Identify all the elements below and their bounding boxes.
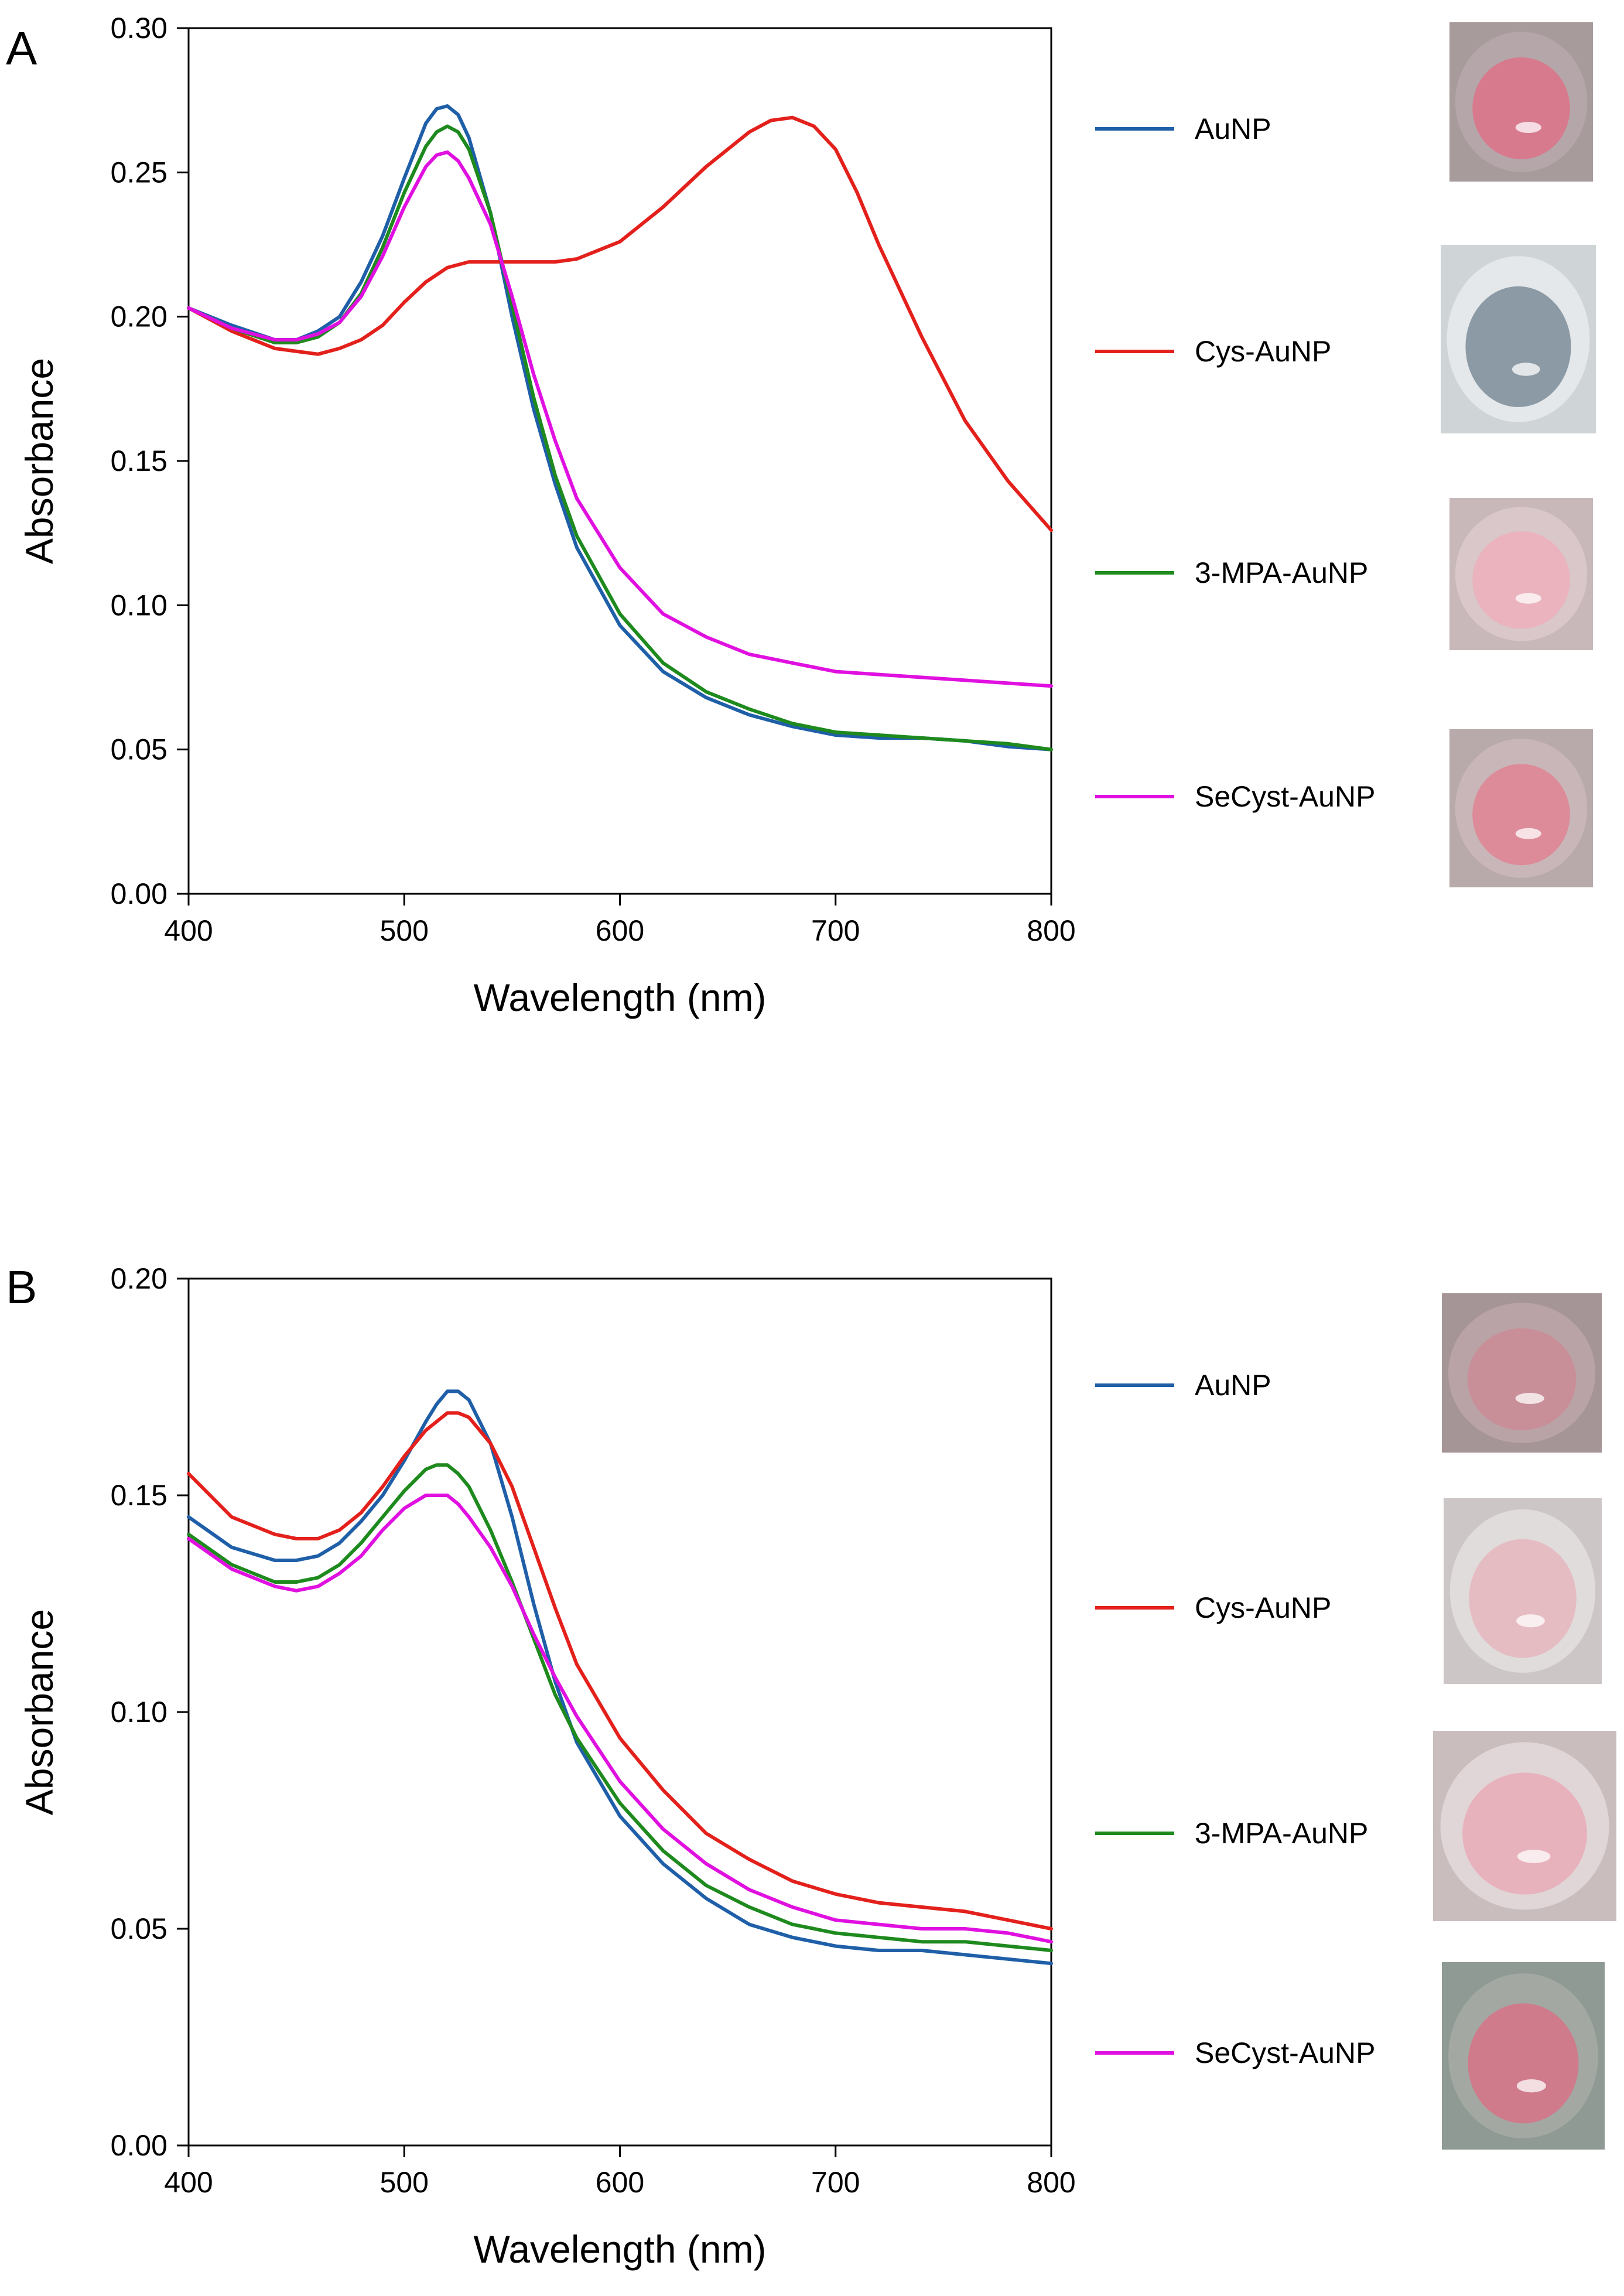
cuvette-liquid-b-3	[1468, 2003, 1579, 2124]
x-tick-label-a-800: 800	[1027, 914, 1075, 947]
series-line-a-3-mpa-aunp	[187, 124, 1053, 751]
y-axis-label-a: Absorbance	[18, 358, 61, 564]
legend-label-b-secyst-aunp: SeCyst-AuNP	[1195, 2037, 1375, 2069]
series-line-a-secyst-aunp	[187, 150, 1053, 688]
legend-item-b-cys-aunp: Cys-AuNP	[1095, 1591, 1331, 1624]
cuvette-liquid-b-2	[1462, 1772, 1587, 1895]
cuvette-photo-b-cys-aunp	[1444, 1498, 1602, 1684]
y-tick-label-b-2: 0.10	[111, 1696, 167, 1728]
x-tick-label-a-500: 500	[380, 914, 429, 947]
y-tick-label-a-0: 0.00	[111, 877, 167, 910]
cuvette-liquid-b-1	[1469, 1539, 1577, 1658]
y-tick-label-b-1: 0.05	[111, 1912, 167, 1945]
cuvette-photo-a-3-mpa-aunp	[1449, 498, 1593, 650]
cuvette-photo-b-3-mpa-aunp	[1433, 1731, 1616, 1921]
cuvette-highlight-a-1	[1512, 363, 1540, 376]
plot-a: 400 500 600 700 800 0.00 0.05 0.10 0.15 0.20 0.25 0…	[18, 12, 1076, 1019]
y-axis-label-b: Absorbance	[18, 1609, 61, 1815]
panel-label-b: B	[6, 1261, 37, 1313]
y-tick-label-a-4: 0.20	[111, 300, 167, 333]
cuvette-photo-a-cys-aunp	[1441, 245, 1596, 433]
panel-label-a: A	[6, 22, 37, 74]
y-tick-label-b-3: 0.15	[111, 1479, 167, 1512]
y-tick-label-b-4: 0.20	[111, 1262, 167, 1295]
y-tick-label-b-0: 0.00	[111, 2129, 167, 2162]
x-tick-label-a-400: 400	[164, 914, 213, 947]
cuvette-highlight-a-3	[1515, 828, 1541, 839]
y-tick-label-a-2: 0.10	[111, 589, 167, 621]
cuvette-highlight-a-0	[1515, 122, 1541, 134]
legend-item-a-3-mpa-aunp: 3-MPA-AuNP	[1095, 556, 1368, 589]
series-line-b-cys-aunp	[187, 1411, 1053, 1931]
x-tick-label-a-700: 700	[811, 914, 860, 947]
cuvette-photo-b-aunp	[1442, 1293, 1602, 1453]
legend-label-b-cys-aunp: Cys-AuNP	[1195, 1591, 1331, 1624]
y-tick-label-a-6: 0.30	[111, 12, 167, 45]
plot-frame-a	[187, 27, 1052, 895]
cuvette-liquid-a-1	[1465, 286, 1571, 407]
cuvette-highlight-b-0	[1515, 1393, 1544, 1405]
legend-label-a-3-mpa-aunp: 3-MPA-AuNP	[1195, 556, 1368, 589]
x-tick-label-b-800: 800	[1027, 2166, 1075, 2199]
cuvette-photo-a-secyst-aunp	[1449, 729, 1593, 887]
cuvette-photo-a-aunp	[1449, 22, 1593, 182]
series-line-b-aunp	[187, 1389, 1053, 1966]
legend-label-a-secyst-aunp: SeCyst-AuNP	[1195, 780, 1375, 813]
x-axis-label-b: Wavelength (nm)	[473, 2227, 766, 2271]
legend-item-a-secyst-aunp: SeCyst-AuNP	[1095, 780, 1375, 813]
legend-label-b-3-mpa-aunp: 3-MPA-AuNP	[1195, 1817, 1368, 1850]
y-tick-label-a-1: 0.05	[111, 733, 167, 766]
legend-item-a-cys-aunp: Cys-AuNP	[1095, 335, 1331, 368]
cuvette-liquid-b-0	[1467, 1328, 1577, 1430]
plot-frame-b	[187, 1277, 1052, 2147]
series-line-b-3-mpa-aunp	[187, 1463, 1053, 1952]
x-axis-label-a: Wavelength (nm)	[473, 976, 766, 1019]
legend-item-a-aunp: AuNP	[1095, 112, 1271, 145]
panel-b: B 400 500 600 700 800 0.00 0.05 0.10 0.15 0.20 Wav…	[6, 1261, 1616, 2271]
x-tick-label-a-600: 600	[596, 914, 644, 947]
legend-label-b-aunp: AuNP	[1195, 1369, 1271, 1402]
legend-label-a-aunp: AuNP	[1195, 112, 1271, 145]
cuvette-photo-b-secyst-aunp	[1442, 1962, 1605, 2150]
cuvette-liquid-a-3	[1472, 764, 1570, 866]
x-tick-label-b-500: 500	[380, 2166, 429, 2199]
legend-item-b-aunp: AuNP	[1095, 1369, 1271, 1402]
cuvette-highlight-b-3	[1516, 2079, 1546, 2093]
series-line-b-secyst-aunp	[187, 1494, 1053, 1944]
y-tick-label-a-5: 0.25	[111, 156, 167, 189]
x-tick-label-b-700: 700	[811, 2166, 860, 2199]
legend-label-a-cys-aunp: Cys-AuNP	[1195, 335, 1331, 368]
legend-item-b-3-mpa-aunp: 3-MPA-AuNP	[1095, 1817, 1368, 1850]
legend-item-b-secyst-aunp: SeCyst-AuNP	[1095, 2037, 1375, 2069]
x-tick-label-b-600: 600	[596, 2166, 644, 2199]
series-line-a-cys-aunp	[187, 115, 1053, 532]
cuvette-liquid-a-0	[1472, 57, 1570, 159]
cuvette-highlight-a-2	[1515, 593, 1541, 604]
series-line-a-aunp	[187, 104, 1053, 751]
y-tick-label-a-3: 0.15	[111, 445, 167, 477]
cuvette-highlight-b-2	[1517, 1850, 1551, 1863]
legend-b: AuNP Cys-AuNP 3-MPA-AuNP SeCyst-AuNP	[1095, 1293, 1616, 2150]
panel-a: A 400 500 600 700 800 0.00 0.05 0.10 0.15 0.20 0.2…	[6, 12, 1596, 1019]
cuvette-highlight-b-1	[1516, 1614, 1545, 1628]
cuvette-liquid-a-2	[1472, 531, 1570, 629]
legend-a: AuNP Cys-AuNP 3-MPA-AuNP SeCyst-AuNP	[1095, 22, 1596, 887]
x-tick-label-b-400: 400	[164, 2166, 213, 2199]
plot-b: 400 500 600 700 800 0.00 0.05 0.10 0.15 0.20 Wavel…	[18, 1262, 1076, 2271]
